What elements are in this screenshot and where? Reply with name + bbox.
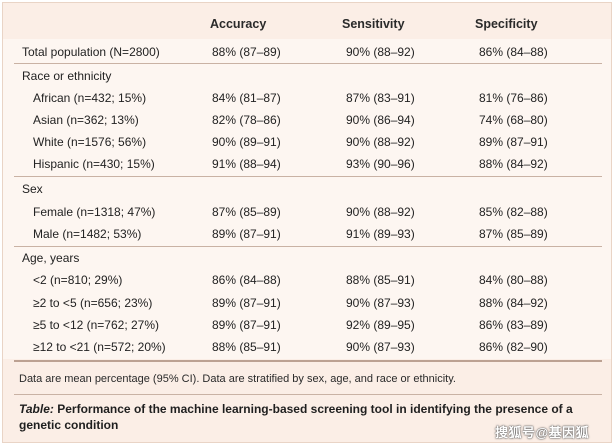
- caption-text: Performance of the machine learning-base…: [19, 402, 573, 432]
- table-row-total: Total population (N=2800) 88% (87–89) 90…: [3, 41, 611, 63]
- sensitivity-cell: 90% (88–92): [346, 45, 415, 59]
- specificity-cell: 88% (84–92): [479, 157, 548, 171]
- body-bottom-rule: [14, 360, 602, 362]
- accuracy-cell: 91% (88–94): [212, 157, 281, 171]
- row-label: ≥2 to <5 (n=656; 23%): [33, 296, 153, 310]
- specificity-cell: 85% (82–88): [479, 205, 548, 219]
- sensitivity-cell: 93% (90–96): [346, 157, 415, 171]
- accuracy-cell: 82% (78–86): [212, 113, 281, 127]
- accuracy-cell: 87% (85–89): [212, 205, 281, 219]
- group-title: Age, years: [22, 251, 80, 265]
- row-divider: [14, 63, 602, 64]
- row-label: Hispanic (n=430; 15%): [33, 157, 155, 171]
- accuracy-cell: 88% (85–91): [212, 340, 281, 354]
- table-header: Accuracy Sensitivity Specificity: [3, 3, 611, 39]
- table-row: ≥12 to <21 (n=572; 20%) 88% (85–91) 90% …: [3, 336, 611, 358]
- sensitivity-cell: 90% (88–92): [346, 205, 415, 219]
- specificity-cell: 86% (84–88): [479, 45, 548, 59]
- row-label: White (n=1576; 56%): [33, 135, 147, 149]
- column-header-sensitivity: Sensitivity: [342, 17, 405, 31]
- group-heading-race: Race or ethnicity: [3, 65, 611, 87]
- accuracy-cell: 90% (89–91): [212, 135, 281, 149]
- column-header-specificity: Specificity: [475, 17, 538, 31]
- row-label: African (n=432; 15%): [33, 91, 147, 105]
- table-row: White (n=1576; 56%) 90% (89–91) 90% (88–…: [3, 131, 611, 153]
- table-body: Total population (N=2800) 88% (87–89) 90…: [3, 39, 611, 359]
- sensitivity-cell: 91% (89–93): [346, 227, 415, 241]
- table-row: Female (n=1318; 47%) 87% (85–89) 90% (88…: [3, 201, 611, 223]
- table-row: ≥2 to <5 (n=656; 23%) 89% (87–91) 90% (8…: [3, 292, 611, 314]
- row-label: ≥12 to <21 (n=572; 20%): [33, 340, 166, 354]
- row-label: <2 (n=810; 29%): [33, 273, 123, 287]
- group-heading-age: Age, years: [3, 247, 611, 269]
- table-row: African (n=432; 15%) 84% (81–87) 87% (83…: [3, 87, 611, 109]
- sensitivity-cell: 88% (85–91): [346, 273, 415, 287]
- table-figure: Accuracy Sensitivity Specificity Total p…: [2, 2, 612, 443]
- caption-label: Table:: [19, 402, 54, 416]
- caption-rule: [14, 394, 602, 395]
- specificity-cell: 74% (68–80): [479, 113, 548, 127]
- row-divider: [14, 246, 602, 247]
- sensitivity-cell: 90% (87–93): [346, 340, 415, 354]
- specificity-cell: 86% (82–90): [479, 340, 548, 354]
- group-title: Race or ethnicity: [22, 69, 112, 83]
- accuracy-cell: 89% (87–91): [212, 227, 281, 241]
- watermark: 搜狐号@基因狐: [495, 425, 590, 440]
- specificity-cell: 87% (85–89): [479, 227, 548, 241]
- table-row: ≥5 to <12 (n=762; 27%) 89% (87–91) 92% (…: [3, 314, 611, 336]
- accuracy-cell: 89% (87–91): [212, 318, 281, 332]
- row-label: Female (n=1318; 47%): [33, 205, 156, 219]
- column-header-accuracy: Accuracy: [210, 17, 267, 31]
- table-row: <2 (n=810; 29%) 86% (84–88) 88% (85–91) …: [3, 269, 611, 291]
- sensitivity-cell: 92% (89–95): [346, 318, 415, 332]
- specificity-cell: 86% (83–89): [479, 318, 548, 332]
- row-label: Asian (n=362; 13%): [33, 113, 139, 127]
- accuracy-cell: 86% (84–88): [212, 273, 281, 287]
- group-heading-sex: Sex: [3, 178, 611, 200]
- table-row: Male (n=1482; 53%) 89% (87–91) 91% (89–9…: [3, 223, 611, 245]
- specificity-cell: 84% (80–88): [479, 273, 548, 287]
- group-title: Sex: [22, 182, 43, 196]
- row-divider: [14, 176, 602, 177]
- sensitivity-cell: 90% (87–93): [346, 296, 415, 310]
- row-label: Total population (N=2800): [22, 45, 160, 59]
- row-label: ≥5 to <12 (n=762; 27%): [33, 318, 160, 332]
- table-row: Asian (n=362; 13%) 82% (78–86) 90% (86–9…: [3, 109, 611, 131]
- accuracy-cell: 89% (87–91): [212, 296, 281, 310]
- specificity-cell: 88% (84–92): [479, 296, 548, 310]
- table-row: Hispanic (n=430; 15%) 91% (88–94) 93% (9…: [3, 153, 611, 175]
- table-caption: Table: Performance of the machine learni…: [19, 401, 604, 433]
- accuracy-cell: 84% (81–87): [212, 91, 281, 105]
- accuracy-cell: 88% (87–89): [212, 45, 281, 59]
- table-footnote: Data are mean percentage (95% CI). Data …: [19, 373, 456, 385]
- sensitivity-cell: 90% (88–92): [346, 135, 415, 149]
- row-label: Male (n=1482; 53%): [33, 227, 142, 241]
- specificity-cell: 89% (87–91): [479, 135, 548, 149]
- specificity-cell: 81% (76–86): [479, 91, 548, 105]
- sensitivity-cell: 87% (83–91): [346, 91, 415, 105]
- sensitivity-cell: 90% (86–94): [346, 113, 415, 127]
